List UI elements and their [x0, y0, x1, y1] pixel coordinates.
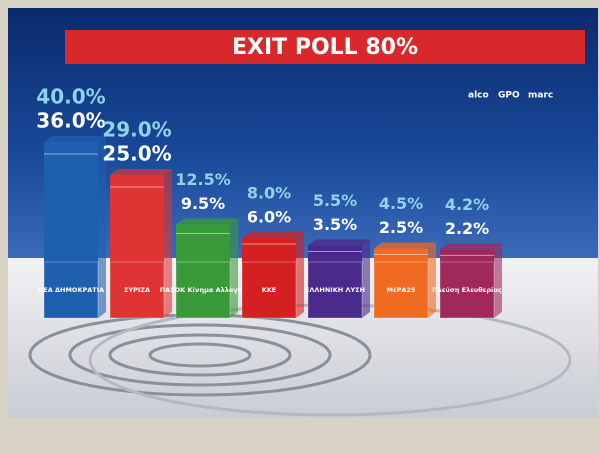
pollster-logos: alco GPO marc [468, 91, 553, 101]
party-name: Πλεύση Ελευθερίας [432, 286, 502, 294]
value-label-low: 36.0% [36, 109, 105, 133]
value-label-high: 4.2% [445, 195, 489, 214]
bar-top-face [110, 169, 172, 175]
value-label-low: 3.5% [313, 215, 357, 234]
title-banner [65, 30, 585, 64]
party-logo-box [109, 261, 165, 319]
value-label-high: 12.5% [175, 170, 231, 189]
bar [308, 245, 362, 262]
value-label-low: 2.5% [379, 218, 423, 237]
value-label-low: 9.5% [181, 194, 225, 213]
value-label-low: 2.2% [445, 219, 489, 238]
bar [44, 142, 98, 262]
bar-side-face [164, 169, 172, 318]
value-label-high: 8.0% [247, 184, 291, 203]
party-name: ΣΥΡΙΖΑ [124, 286, 150, 294]
bar [242, 238, 296, 262]
party-name: ΕΛΛΗΝΙΚΗ ΛΥΣΗ [305, 286, 365, 294]
party-name: ΠΑΣΟΚ Κίνημα Αλλαγής [160, 286, 247, 294]
value-label-high: 29.0% [102, 118, 171, 142]
bar [110, 175, 164, 262]
chart-title: EXIT POLL 80% [232, 35, 418, 60]
party-logo-box [175, 261, 231, 319]
bar-side-face [362, 239, 370, 318]
party-logo-box [307, 261, 363, 319]
party-logo-box [43, 261, 99, 319]
value-label-low: 25.0% [102, 142, 171, 166]
pollster-logo: alco [468, 91, 489, 101]
value-label-low: 6.0% [247, 208, 291, 227]
bar-top-face [176, 218, 238, 225]
party-name: ΜέΡΑ25 [387, 286, 416, 294]
party-logo-box [241, 261, 297, 319]
pollster-logo: marc [528, 91, 553, 101]
party-name: ΚΚΕ [262, 286, 277, 294]
bar-top-face [308, 239, 370, 246]
bar [176, 224, 230, 262]
bar-side-face [494, 243, 502, 318]
bar-top-face [242, 232, 304, 238]
bar-side-face [428, 242, 436, 318]
bar-top-face [440, 243, 502, 250]
party-logo-box [439, 261, 495, 319]
value-label-high: 4.5% [379, 194, 423, 213]
bar-side-face [98, 136, 106, 318]
pollster-logo: GPO [498, 91, 520, 101]
bar [374, 248, 428, 262]
value-label-high: 5.5% [313, 191, 357, 210]
bar-side-face [296, 232, 304, 318]
value-label-high: 40.0% [36, 85, 105, 109]
bar-top-face [374, 242, 436, 249]
party-name: ΝΕΑ ΔΗΜΟΚΡΑΤΙΑ [38, 286, 104, 294]
bar-top-face [44, 136, 106, 142]
bar-side-face [230, 218, 238, 318]
party-logo-box [373, 261, 429, 319]
